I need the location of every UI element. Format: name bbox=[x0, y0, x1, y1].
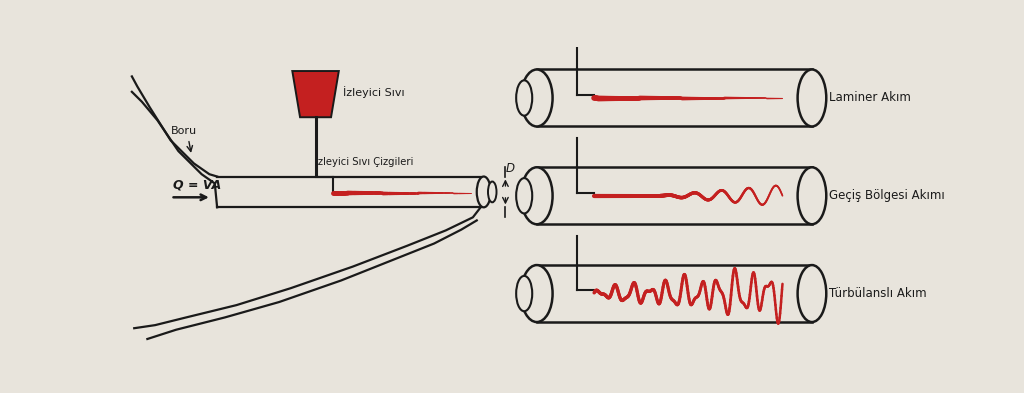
Text: İzleyici Sıvı: İzleyici Sıvı bbox=[343, 86, 406, 98]
Ellipse shape bbox=[488, 182, 497, 202]
Polygon shape bbox=[537, 265, 812, 322]
Text: D: D bbox=[506, 162, 515, 175]
Text: Q = VA: Q = VA bbox=[173, 178, 221, 191]
Ellipse shape bbox=[516, 178, 532, 213]
Ellipse shape bbox=[521, 70, 553, 127]
Ellipse shape bbox=[521, 265, 553, 322]
Text: Türbülanslı Akım: Türbülanslı Akım bbox=[829, 287, 927, 300]
Text: İzleyici Sıvı Çizgileri: İzleyici Sıvı Çizgileri bbox=[315, 154, 414, 167]
Polygon shape bbox=[537, 70, 812, 127]
Ellipse shape bbox=[798, 70, 826, 127]
Ellipse shape bbox=[477, 176, 490, 208]
Ellipse shape bbox=[798, 265, 826, 322]
Text: Geçiş Bölgesi Akımı: Geçiş Bölgesi Akımı bbox=[829, 189, 945, 202]
Ellipse shape bbox=[521, 167, 553, 224]
Text: Laminer Akım: Laminer Akım bbox=[829, 92, 911, 105]
Polygon shape bbox=[537, 167, 812, 224]
Ellipse shape bbox=[798, 167, 826, 224]
Polygon shape bbox=[292, 71, 339, 117]
Ellipse shape bbox=[516, 80, 532, 116]
Text: Boru: Boru bbox=[171, 126, 197, 136]
Ellipse shape bbox=[516, 276, 532, 311]
